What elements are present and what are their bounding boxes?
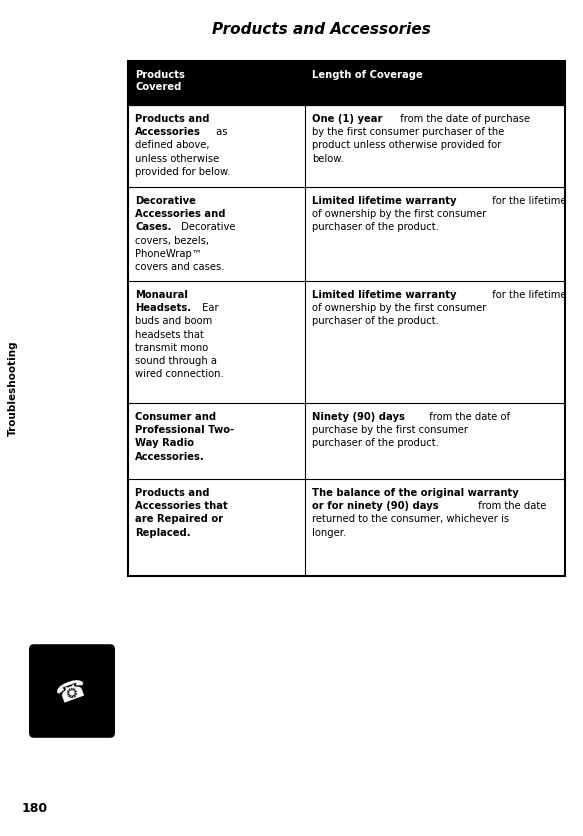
Bar (128, 188, 565, 282)
Text: provided for below.: provided for below. (135, 166, 230, 176)
Text: Way Radio: Way Radio (135, 438, 194, 448)
Text: of ownership by the first consumer: of ownership by the first consumer (312, 209, 486, 219)
Text: Cases.: Cases. (135, 222, 171, 232)
FancyBboxPatch shape (29, 645, 115, 738)
Text: Accessories and: Accessories and (135, 209, 226, 219)
Text: ☎: ☎ (53, 675, 91, 708)
Text: Limited lifetime warranty: Limited lifetime warranty (312, 289, 456, 299)
Text: product unless otherwise provided for: product unless otherwise provided for (312, 140, 501, 150)
Text: from the date of: from the date of (426, 411, 510, 421)
Text: purchaser of the product.: purchaser of the product. (312, 438, 439, 448)
Text: covers and cases.: covers and cases. (135, 262, 224, 272)
Text: Accessories: Accessories (135, 127, 201, 137)
Text: Length of Coverage: Length of Coverage (312, 70, 423, 80)
Text: sound through a: sound through a (135, 355, 217, 365)
Bar (128, 106, 565, 188)
Text: Troubleshooting: Troubleshooting (8, 340, 18, 436)
Text: purchaser of the product.: purchaser of the product. (312, 222, 439, 232)
Text: wired connection.: wired connection. (135, 369, 224, 379)
Text: One (1) year: One (1) year (312, 114, 382, 124)
Text: from the date: from the date (475, 501, 547, 511)
Text: Decorative: Decorative (135, 196, 196, 206)
Text: transmit mono: transmit mono (135, 343, 208, 352)
Bar (128, 62, 565, 576)
Text: Decorative: Decorative (178, 222, 235, 232)
Text: below.: below. (312, 153, 344, 163)
Text: Replaced.: Replaced. (135, 527, 191, 537)
Text: The balance of the original warranty: The balance of the original warranty (312, 487, 519, 497)
Bar (128, 404, 565, 479)
Text: Monaural: Monaural (135, 289, 188, 299)
Text: as: as (213, 127, 227, 137)
Text: from the date of purchase: from the date of purchase (397, 114, 531, 124)
Text: Products
Covered: Products Covered (135, 70, 185, 92)
Text: by the first consumer purchaser of the: by the first consumer purchaser of the (312, 127, 504, 137)
Text: defined above,: defined above, (135, 140, 209, 150)
Text: Ninety (90) days: Ninety (90) days (312, 411, 405, 421)
Text: Limited lifetime warranty: Limited lifetime warranty (312, 196, 456, 206)
Text: Consumer and: Consumer and (135, 411, 216, 421)
Text: Products and Accessories: Products and Accessories (212, 23, 431, 38)
Bar (128, 479, 565, 576)
Text: Ear: Ear (199, 303, 219, 313)
Text: of ownership by the first consumer: of ownership by the first consumer (312, 303, 486, 313)
Text: PhoneWrap™: PhoneWrap™ (135, 248, 202, 258)
Text: for the lifetime: for the lifetime (490, 289, 567, 299)
Text: Headsets.: Headsets. (135, 303, 191, 313)
Text: Products and: Products and (135, 114, 209, 124)
Text: DRAFT: DRAFT (231, 188, 522, 450)
Text: 180: 180 (22, 802, 48, 814)
Text: longer.: longer. (312, 527, 346, 537)
Text: unless otherwise: unless otherwise (135, 153, 219, 163)
Text: headsets that: headsets that (135, 329, 204, 339)
Text: for the lifetime: for the lifetime (490, 196, 567, 206)
Text: Accessories that: Accessories that (135, 501, 228, 511)
Text: buds and boom: buds and boom (135, 316, 212, 326)
Text: purchase by the first consumer: purchase by the first consumer (312, 425, 468, 435)
Text: returned to the consumer, whichever is: returned to the consumer, whichever is (312, 514, 509, 524)
Text: Products and: Products and (135, 487, 209, 497)
Text: Accessories.: Accessories. (135, 451, 205, 461)
Bar (128, 62, 565, 106)
Text: or for ninety (90) days: or for ninety (90) days (312, 501, 438, 511)
Text: are Repaired or: are Repaired or (135, 514, 223, 524)
Text: purchaser of the product.: purchaser of the product. (312, 316, 439, 326)
Bar (128, 282, 565, 404)
Text: Professional Two-: Professional Two- (135, 425, 234, 435)
Text: covers, bezels,: covers, bezels, (135, 235, 209, 245)
